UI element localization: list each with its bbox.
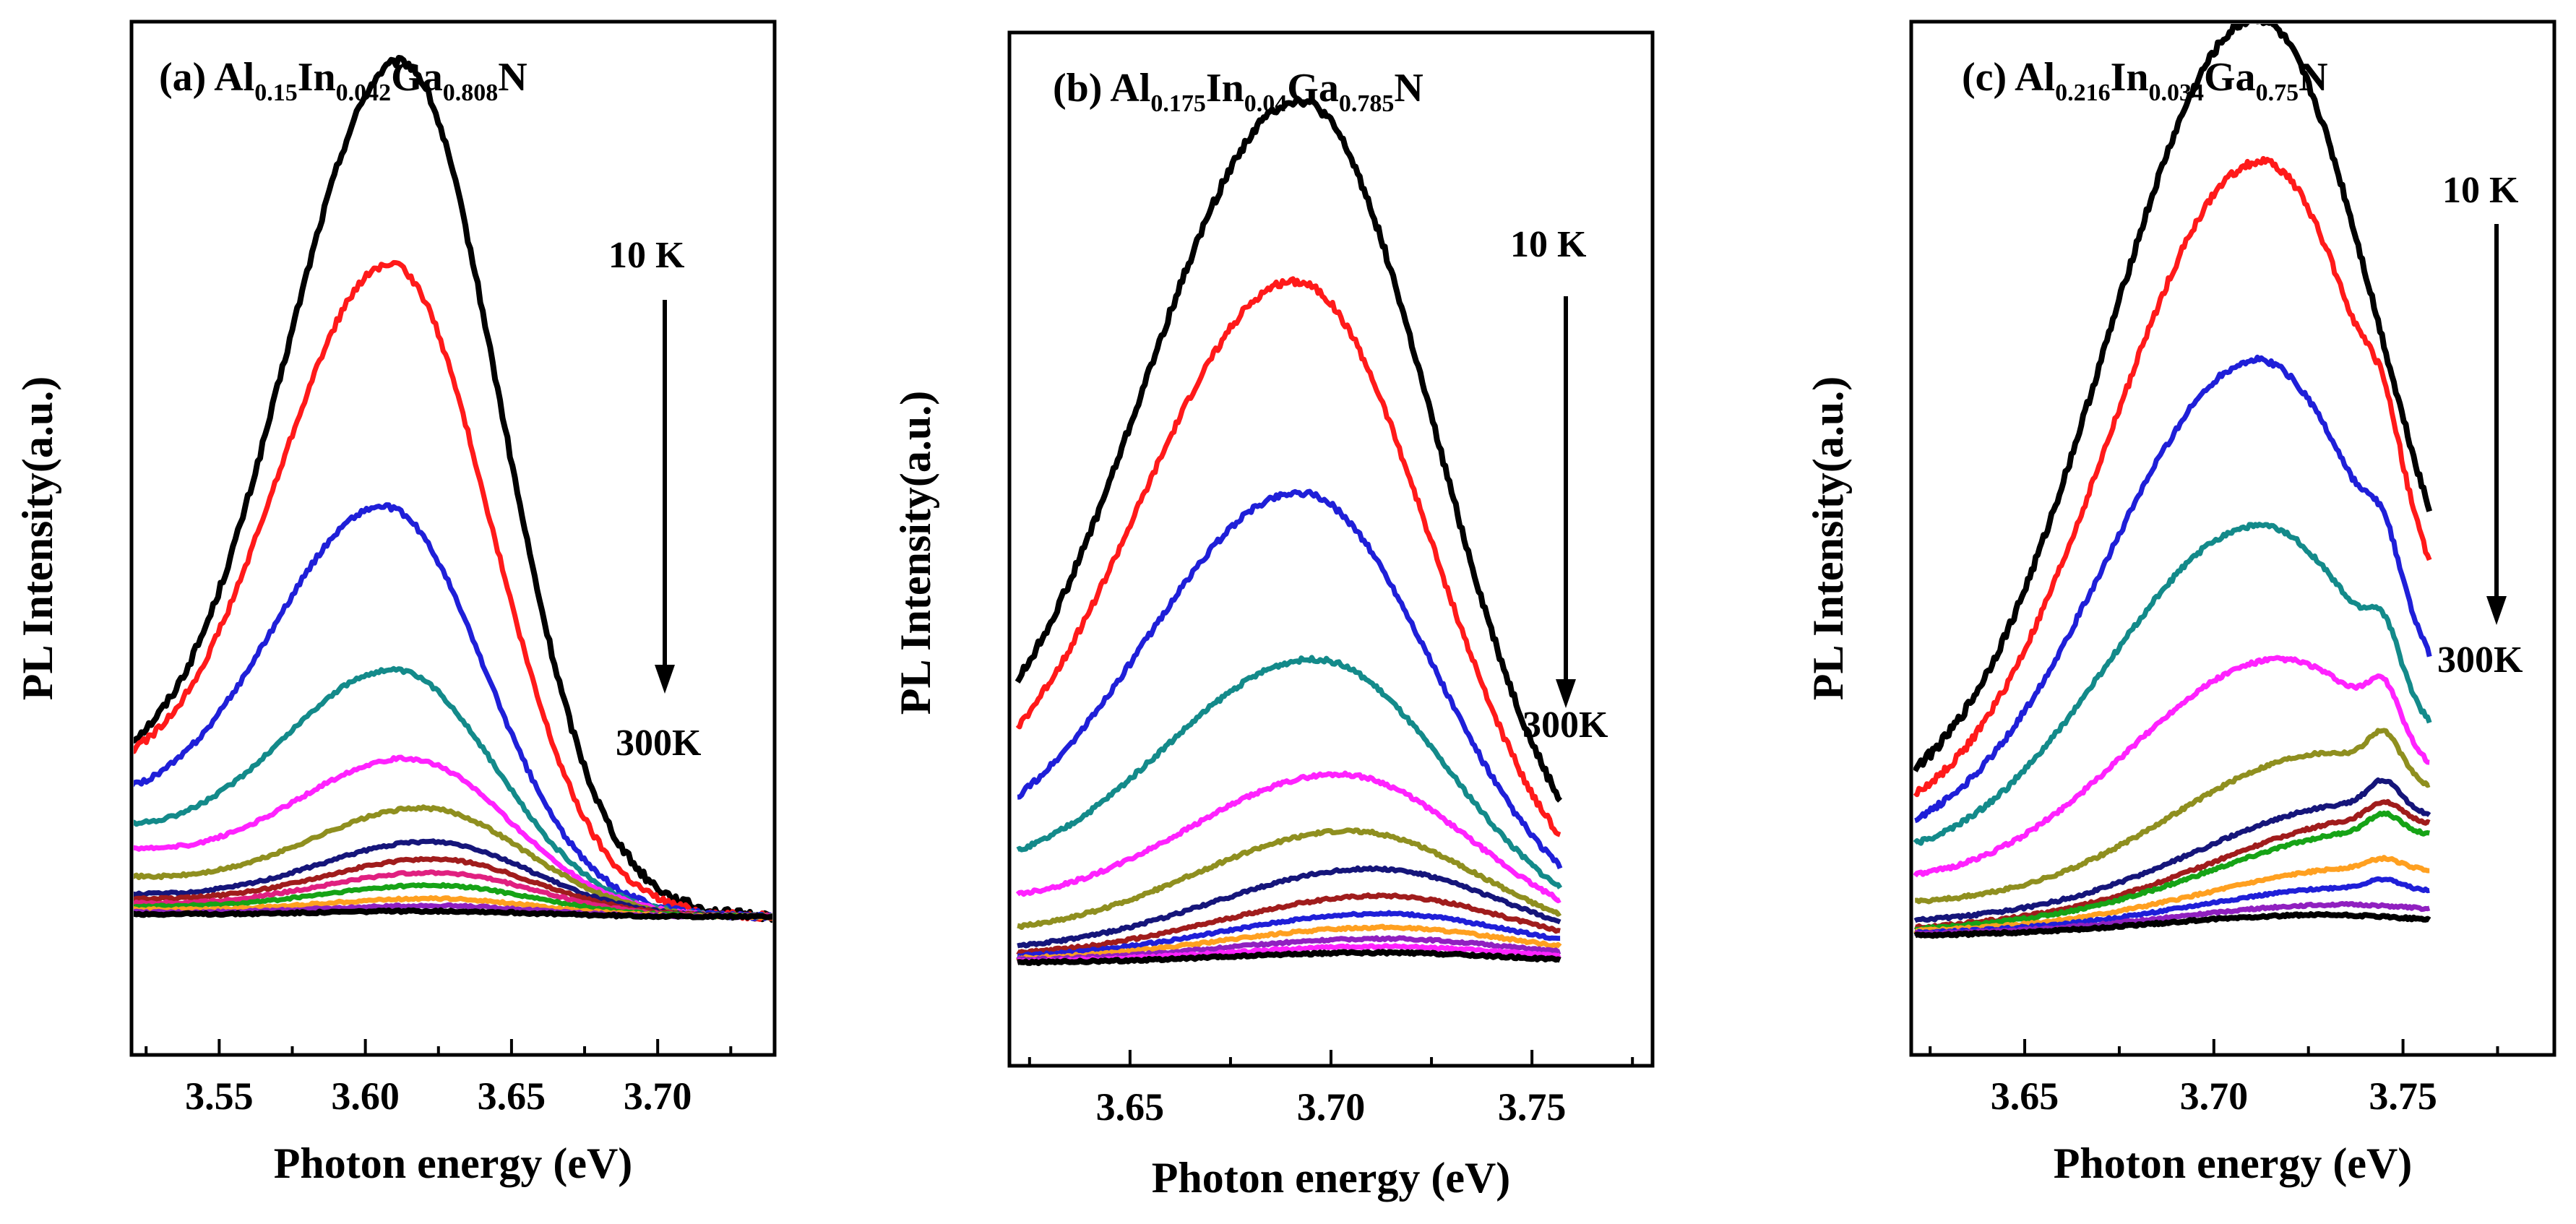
title-element: N <box>2299 55 2327 100</box>
title-subscript: 0.034 <box>2149 79 2205 106</box>
panel-b-xaxis: 3.65 3.70 3.75 <box>1028 1050 1634 1129</box>
pl-curve-t2 <box>1015 276 1561 837</box>
panel-a-annotation-bottom: 300K <box>616 723 702 764</box>
title-prefix: (b) <box>1053 66 1110 111</box>
pl-curve-300k <box>134 907 772 921</box>
panel-a-curves <box>134 55 772 923</box>
title-subscript: 0.75 <box>2256 79 2299 106</box>
title-element: N <box>498 55 527 100</box>
pl-curve-300k <box>1017 949 1561 967</box>
title-element: In <box>1206 66 1244 111</box>
pl-curve-t4 <box>1016 655 1563 889</box>
x-tick-label: 3.65 <box>1096 1085 1165 1129</box>
pl-curve-10k <box>1913 24 2433 772</box>
panel-b-annotation-bottom: 300K <box>1522 704 1608 746</box>
title-element: Al <box>1110 66 1150 111</box>
pl-curve-t2 <box>1913 155 2432 798</box>
pl-curve-t5 <box>1015 770 1561 904</box>
panel-c-annotation-top: 10 K <box>2442 170 2519 211</box>
x-tick-label: 3.70 <box>624 1074 692 1118</box>
title-element: Ga <box>391 55 443 100</box>
title-element: Ga <box>1287 66 1339 111</box>
panel-c-curves <box>1913 24 2433 939</box>
panel-c-ylabel: PL Intensity(a.u.) <box>1804 376 1852 700</box>
panel-b-curves <box>1015 95 1563 967</box>
pl-curve-t6 <box>1017 827 1562 930</box>
x-tick-label: 3.75 <box>1498 1085 1567 1129</box>
panel-b-ylabel: PL Intensity(a.u.) <box>892 391 939 715</box>
title-subscript: 0.216 <box>2055 79 2111 106</box>
panel-c: 3.65 3.70 3.75 (c) Al0.216In0.034Ga0.75N 1… <box>1804 20 2556 1187</box>
title-subscript: 0.042 <box>336 79 392 106</box>
panel-a-title: (a) Al0.15In0.042Ga0.808N <box>159 55 527 106</box>
panel-b-title: (b) Al0.175In0.04Ga0.785N <box>1053 66 1423 117</box>
panel-b-arrow-head <box>1556 679 1576 708</box>
panel-b: 3.65 3.70 3.75 (b) Al0.175In0.04Ga0.785N 1… <box>892 30 1655 1202</box>
pl-curve-t3 <box>1017 488 1563 870</box>
panel-a-annotation-top: 10 K <box>608 235 685 276</box>
title-prefix: (a) <box>159 55 214 100</box>
title-prefix: (c) <box>1962 55 2015 100</box>
pl-curve-t8 <box>1016 892 1561 956</box>
pl-curve-t6 <box>1914 728 2431 905</box>
panel-c-frame <box>1909 20 2556 1057</box>
title-subscript: 0.04 <box>1244 90 1288 117</box>
panel-c-annotation-bottom: 300K <box>2437 639 2523 681</box>
x-tick-label: 3.70 <box>2180 1074 2249 1118</box>
pl-curve-t2 <box>134 259 772 922</box>
pl-curve-t8 <box>1914 798 2431 931</box>
panel-a-frame <box>129 20 777 1057</box>
x-tick-label: 3.60 <box>331 1074 400 1118</box>
pl-curve-t11 <box>1016 935 1561 963</box>
x-tick-label: 3.75 <box>2369 1074 2437 1118</box>
pl-curve-t9 <box>1017 910 1561 959</box>
title-subscript: 0.808 <box>443 79 499 106</box>
x-tick-label: 3.65 <box>478 1074 546 1118</box>
panel-b-annotation-top: 10 K <box>1510 224 1587 265</box>
title-element: In <box>2111 55 2149 100</box>
pl-curve-10k <box>134 55 772 923</box>
title-element: Al <box>214 55 254 100</box>
title-subscript: 0.15 <box>254 79 298 106</box>
title-subscript: 0.785 <box>1339 90 1395 117</box>
x-tick-label: 3.55 <box>185 1074 254 1118</box>
pl-curve-t10 <box>1015 923 1562 962</box>
panel-c-xaxis: 3.65 3.70 3.75 <box>1929 1039 2499 1118</box>
pl-curve-t4 <box>1913 522 2432 846</box>
title-element: Al <box>2015 55 2055 100</box>
title-subscript: 0.175 <box>1150 90 1206 117</box>
panel-a-arrow-head <box>655 665 675 694</box>
pl-curve-t3 <box>1914 354 2432 824</box>
pl-curve-t7 <box>1017 865 1561 949</box>
title-element: N <box>1394 66 1423 111</box>
panel-a-xlabel: Photon energy (eV) <box>274 1139 633 1187</box>
panel-c-arrow-head <box>2486 596 2507 625</box>
title-element: In <box>298 55 336 100</box>
x-tick-label: 3.65 <box>1991 1074 2059 1118</box>
panel-a: 3.55 3.60 3.65 3.70 (a) Al0.15In0.042Ga0.80… <box>14 20 777 1187</box>
x-tick-label: 3.70 <box>1297 1085 1366 1129</box>
panel-a-ylabel: PL Intensity(a.u.) <box>14 376 61 700</box>
pl-curve-t9 <box>1914 810 2430 933</box>
pl-curve-t5 <box>1913 655 2430 878</box>
panel-c-xlabel: Photon energy (eV) <box>2054 1139 2413 1187</box>
pl-curve-t4 <box>134 665 772 921</box>
title-element: Ga <box>2204 55 2256 100</box>
panel-b-xlabel: Photon energy (eV) <box>1152 1154 1511 1202</box>
pl-curve-300k <box>1913 911 2431 939</box>
pl-curve-t7 <box>1913 777 2431 923</box>
panel-c-title: (c) Al0.216In0.034Ga0.75N <box>1962 55 2328 106</box>
panel-a-xaxis: 3.55 3.60 3.65 3.70 <box>145 1039 733 1118</box>
pl-curve-10k <box>1015 95 1563 803</box>
